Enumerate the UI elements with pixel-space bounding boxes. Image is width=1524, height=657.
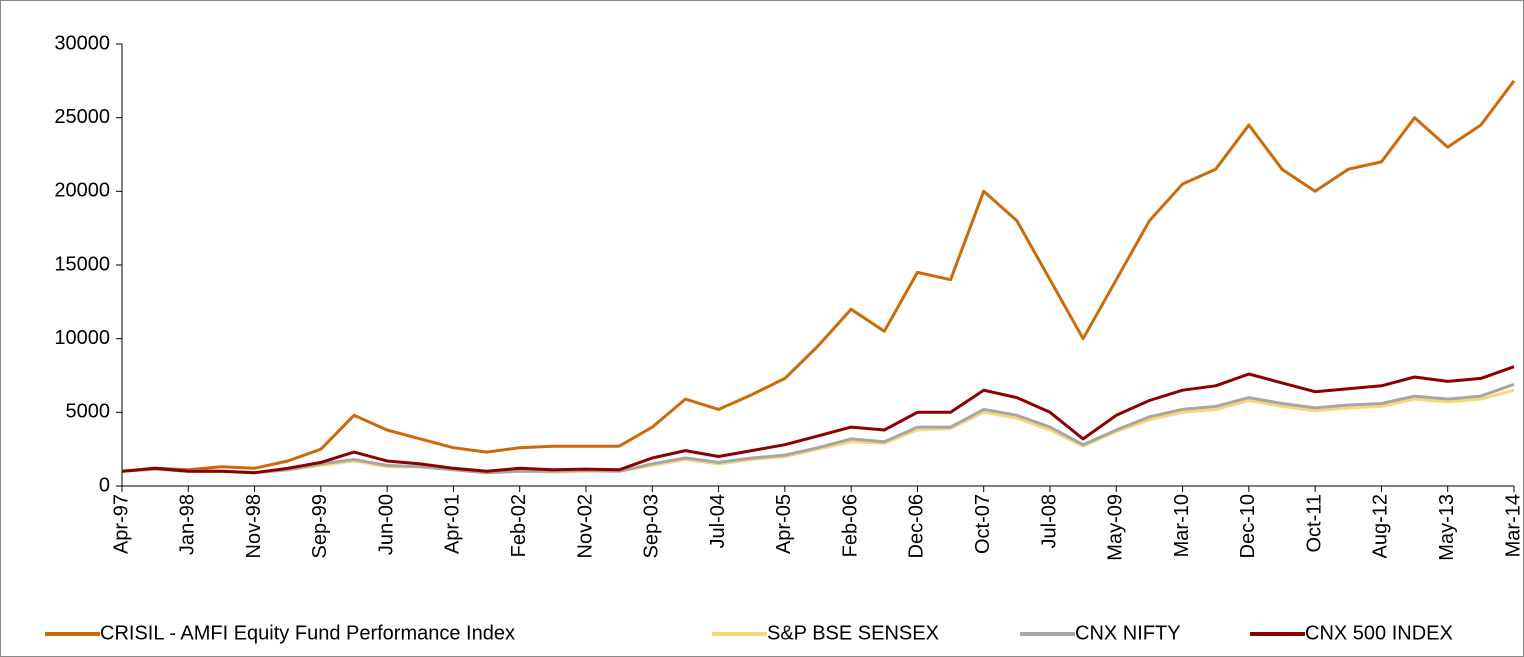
x-tick-label: May-13	[1436, 494, 1458, 561]
x-tick-label: Apr-97	[110, 494, 132, 554]
x-tick-label: Jul-04	[707, 494, 729, 548]
y-tick-label: 10000	[54, 327, 110, 349]
x-tick-label: Feb-02	[508, 494, 530, 557]
x-tick-label: Jan-98	[177, 494, 199, 555]
series-line	[121, 365, 1515, 475]
x-tick-label: Oct-07	[972, 494, 994, 554]
y-tick-label: 5000	[66, 401, 111, 423]
x-tick-label: May-09	[1105, 494, 1127, 561]
x-tick-label: Dec-10	[1237, 494, 1259, 558]
x-tick-label: Jul-08	[1038, 494, 1060, 548]
legend-label: CNX NIFTY	[1075, 622, 1181, 644]
x-tick-label: Sep-03	[641, 494, 663, 559]
series-line	[121, 79, 1516, 473]
x-tick-label: Apr-05	[773, 494, 795, 554]
y-tick-label: 25000	[54, 106, 110, 128]
y-tick-label: 15000	[54, 253, 110, 275]
y-tick-label: 30000	[54, 32, 110, 54]
x-tick-label: Nov-98	[243, 494, 265, 558]
legend-label: CRISIL - AMFI Equity Fund Performance In…	[100, 622, 515, 644]
x-tick-label: Oct-11	[1303, 494, 1325, 553]
x-tick-label: Jun-00	[375, 494, 397, 555]
x-tick-label: Nov-02	[574, 494, 596, 558]
x-tick-label: Mar-14	[1502, 494, 1524, 557]
legend-label: CNX 500 INDEX	[1305, 622, 1453, 644]
y-tick-label: 0	[99, 474, 110, 496]
x-tick-label: Sep-99	[309, 494, 331, 559]
legend-label: S&P BSE SENSEX	[767, 622, 939, 644]
y-tick-label: 20000	[54, 180, 110, 202]
x-tick-label: Mar-10	[1171, 494, 1193, 557]
x-tick-label: Aug-12	[1370, 494, 1392, 559]
x-tick-label: Apr-01	[442, 494, 464, 554]
x-tick-label: Feb-06	[839, 494, 861, 557]
x-tick-label: Dec-06	[906, 494, 928, 558]
series-line	[121, 382, 1515, 475]
